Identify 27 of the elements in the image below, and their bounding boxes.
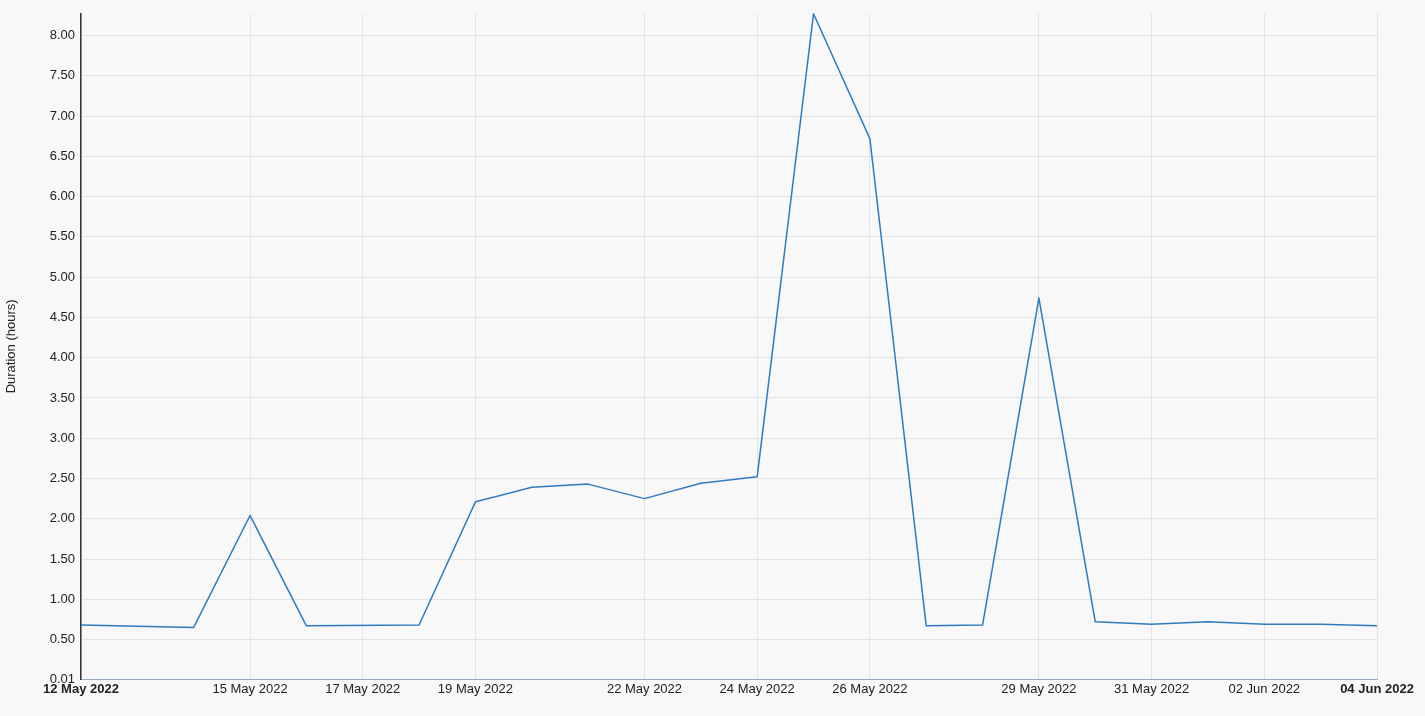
y-tick-label: 5.50 — [49, 228, 75, 244]
y-tick-label: 1.50 — [49, 550, 75, 566]
y-tick-label: 2.00 — [49, 510, 75, 526]
x-tick-label: 19 May 2022 — [437, 681, 514, 697]
y-tick-label: 0.50 — [49, 631, 75, 647]
y-tick-label: 3.00 — [49, 429, 75, 445]
x-tick-label: 22 May 2022 — [606, 681, 683, 697]
x-tick-label: 31 May 2022 — [1114, 681, 1190, 697]
y-tick-label: 6.50 — [49, 147, 75, 163]
y-tick-label: 3.50 — [49, 389, 75, 405]
y-tick-label: 8.00 — [49, 27, 75, 43]
x-tick-label: 26 May 2022 — [832, 681, 908, 697]
y-axis-title: Duration (hours) — [3, 299, 19, 394]
x-tick-label: 15 May 2022 — [212, 681, 288, 697]
y-tick-label: 6.00 — [49, 188, 75, 204]
x-tick-label: 29 May 2022 — [1001, 681, 1077, 697]
y-tick-label: 4.00 — [49, 349, 75, 365]
y-tick-label: 7.50 — [49, 67, 75, 83]
y-tick-label: 1.00 — [49, 590, 75, 606]
y-tick-label: 4.50 — [49, 308, 75, 324]
x-tick-label: 02 Jun 2022 — [1228, 681, 1301, 697]
x-tick-label: 17 May 2022 — [325, 681, 401, 697]
y-tick-label: 5.00 — [49, 268, 75, 284]
y-tick-label: 7.00 — [49, 107, 75, 123]
x-tick-label: 04 Jun 2022 — [1340, 681, 1414, 697]
x-tick-label: 24 May 2022 — [719, 681, 795, 697]
y-tick-label: 2.50 — [49, 470, 75, 486]
